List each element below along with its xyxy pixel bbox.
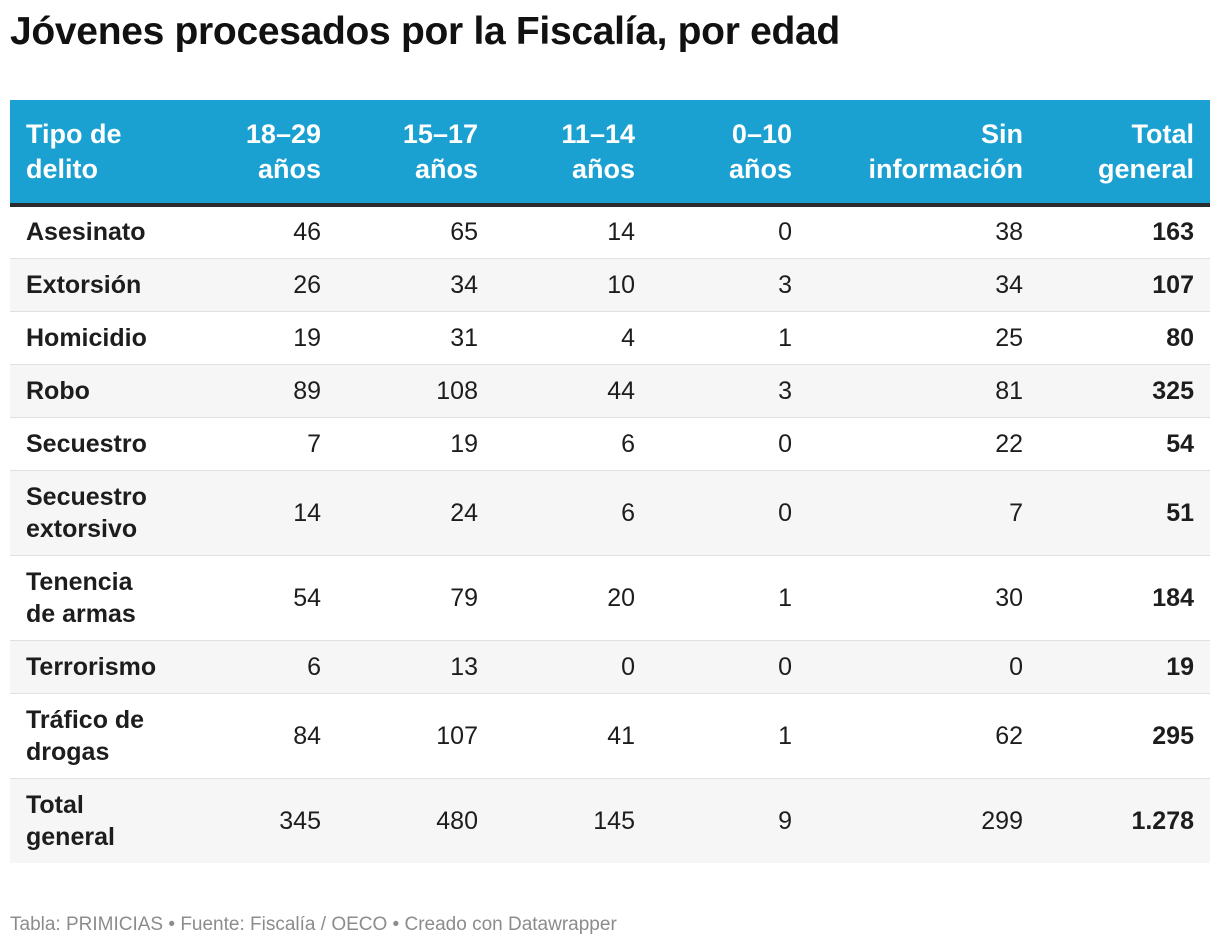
column-header-15-17[interactable]: 15–17 años xyxy=(337,100,494,207)
table-cell: 62 xyxy=(808,693,1039,779)
row-total: 54 xyxy=(1039,417,1210,471)
row-label: Tenencia de armas xyxy=(10,555,180,641)
row-label: Extorsión xyxy=(10,258,180,312)
data-table: Tipo de delito 18–29 años 15–17 años 11–… xyxy=(10,100,1210,863)
table-cell: 0 xyxy=(651,640,808,694)
table-cell: 10 xyxy=(494,258,651,312)
table-cell: 0 xyxy=(651,470,808,556)
table-cell: 46 xyxy=(180,205,337,259)
table-cell: 1 xyxy=(651,693,808,779)
table-cell: 6 xyxy=(180,640,337,694)
source-footer: Tabla: PRIMICIAS • Fuente: Fiscalía / OE… xyxy=(10,914,617,935)
chart-title: Jóvenes procesados por la Fiscalía, por … xyxy=(10,10,840,53)
table-cell: 38 xyxy=(808,205,1039,259)
table-cell: 14 xyxy=(180,470,337,556)
column-header-tipo[interactable]: Tipo de delito xyxy=(10,100,180,207)
table-row: Asesinato 46 65 14 0 38 163 xyxy=(10,205,1210,259)
row-total: 184 xyxy=(1039,555,1210,641)
table-cell: 0 xyxy=(808,640,1039,694)
row-label: Terrorismo xyxy=(10,640,180,694)
table-row: Secuestro 7 19 6 0 22 54 xyxy=(10,417,1210,471)
row-total: 107 xyxy=(1039,258,1210,312)
row-label: Homicidio xyxy=(10,311,180,365)
table-cell: 9 xyxy=(778,806,792,835)
table-cell: 107 xyxy=(337,693,494,779)
table-cell: 145 xyxy=(593,806,635,835)
table-row: Secuestro extorsivo 14 24 6 0 7 51 xyxy=(10,470,1210,556)
row-label: Asesinato xyxy=(10,205,180,259)
table-cell: 26 xyxy=(180,258,337,312)
table-cell: 6 xyxy=(494,417,651,471)
row-total: 80 xyxy=(1039,311,1210,365)
table-cell: 1 xyxy=(651,311,808,365)
row-label: Secuestro extorsivo xyxy=(10,470,180,556)
column-header-11-14[interactable]: 11–14 años xyxy=(494,100,651,207)
table-cell: 34 xyxy=(337,258,494,312)
table-cell: 34 xyxy=(808,258,1039,312)
column-header-total-general[interactable]: Total general xyxy=(1039,100,1210,207)
table-cell: 31 xyxy=(337,311,494,365)
total-row: Total general 345 480 145 9 299 1.278 xyxy=(10,778,1210,863)
row-total: 19 xyxy=(1039,640,1210,694)
table-cell: 3 xyxy=(651,258,808,312)
table-cell: 79 xyxy=(337,555,494,641)
column-header-0-10[interactable]: 0–10 años xyxy=(651,100,808,207)
table-cell: 13 xyxy=(337,640,494,694)
table-cell: 44 xyxy=(494,364,651,418)
table-cell: 41 xyxy=(494,693,651,779)
table-cell: 25 xyxy=(808,311,1039,365)
table-cell: 19 xyxy=(337,417,494,471)
table-cell: 480 xyxy=(436,806,478,835)
table-cell: 6 xyxy=(494,470,651,556)
row-label: Secuestro xyxy=(10,417,180,471)
row-total: 325 xyxy=(1039,364,1210,418)
table-cell: 30 xyxy=(808,555,1039,641)
table-cell: 7 xyxy=(180,417,337,471)
table-cell: 14 xyxy=(494,205,651,259)
row-total: 51 xyxy=(1039,470,1210,556)
row-total: 295 xyxy=(1039,693,1210,779)
row-total: 163 xyxy=(1039,205,1210,259)
table-cell: 299 xyxy=(981,806,1023,835)
table-row: Tráfico de drogas 84 107 41 1 62 295 xyxy=(10,693,1210,779)
table-row: Terrorismo 6 13 0 0 0 19 xyxy=(10,640,1210,694)
header-row: Tipo de delito 18–29 años 15–17 años 11–… xyxy=(10,100,1210,207)
table-row: Homicidio 19 31 4 1 25 80 xyxy=(10,311,1210,365)
table-cell: 345 xyxy=(279,806,321,835)
table-cell: 65 xyxy=(337,205,494,259)
table-cell: 7 xyxy=(808,470,1039,556)
table-row: Extorsión 26 34 10 3 34 107 xyxy=(10,258,1210,312)
table-cell: 81 xyxy=(808,364,1039,418)
table-cell: 22 xyxy=(808,417,1039,471)
table-cell: 0 xyxy=(651,417,808,471)
table-cell: 89 xyxy=(180,364,337,418)
table-row: Robo 89 108 44 3 81 325 xyxy=(10,364,1210,418)
table-cell: 108 xyxy=(337,364,494,418)
table-cell: 19 xyxy=(180,311,337,365)
table-cell: 0 xyxy=(651,205,808,259)
table-row: Tenencia de armas 54 79 20 1 30 184 xyxy=(10,555,1210,641)
table-cell: 24 xyxy=(337,470,494,556)
table-cell: 4 xyxy=(494,311,651,365)
grand-total: 1.278 xyxy=(1131,806,1194,835)
table-cell: 84 xyxy=(180,693,337,779)
table-cell: 3 xyxy=(651,364,808,418)
table-cell: 0 xyxy=(494,640,651,694)
row-label: Total general xyxy=(26,790,115,851)
row-label: Tráfico de drogas xyxy=(10,693,180,779)
column-header-sin-informacion[interactable]: Sin información xyxy=(808,100,1039,207)
row-label: Robo xyxy=(10,364,180,418)
table-cell: 20 xyxy=(494,555,651,641)
table-cell: 1 xyxy=(651,555,808,641)
column-header-18-29[interactable]: 18–29 años xyxy=(180,100,337,207)
table-cell: 54 xyxy=(180,555,337,641)
